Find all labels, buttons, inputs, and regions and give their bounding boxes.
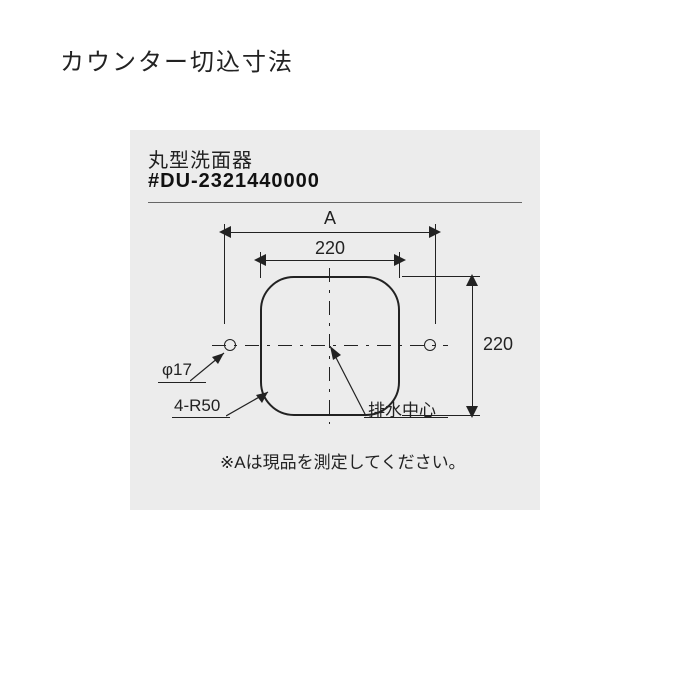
dim-h-label: 220 <box>476 334 520 355</box>
measurement-note: ※Aは現品を測定してください。 <box>220 448 466 473</box>
cutout-drawing: A 220 220 φ17 <box>130 202 540 462</box>
panel-model: #DU-2321440000 <box>148 170 320 193</box>
arrow-icon <box>466 274 478 288</box>
hole-dia-label: φ17 <box>162 360 192 380</box>
dim-ext-line <box>435 224 436 324</box>
leader-line <box>190 347 238 383</box>
arrow-icon <box>254 254 268 266</box>
dim-ext-line <box>399 252 400 278</box>
page-title: カウンター切込寸法 <box>60 42 294 77</box>
dim-ext-line <box>260 252 261 278</box>
dim-h-line <box>472 282 473 410</box>
drain-center-label: 排水中心 <box>368 396 436 421</box>
dim-w-line <box>260 260 400 261</box>
dim-a-line <box>225 232 435 233</box>
arrow-icon <box>466 404 478 418</box>
leader-underline <box>172 417 230 418</box>
arrow-icon <box>219 226 233 238</box>
mounting-hole <box>424 339 436 351</box>
dim-a-label: A <box>315 208 345 229</box>
arrow-icon <box>427 226 441 238</box>
dim-ext-line <box>224 224 225 324</box>
leader-underline <box>158 382 206 383</box>
leader-line <box>226 388 274 418</box>
dim-w-label: 220 <box>308 238 352 259</box>
spec-panel: 丸型洗面器 #DU-2321440000 A 220 220 <box>130 130 540 510</box>
panel-subtitle: 丸型洗面器 <box>148 144 253 173</box>
corner-r-label: 4-R50 <box>174 396 220 416</box>
